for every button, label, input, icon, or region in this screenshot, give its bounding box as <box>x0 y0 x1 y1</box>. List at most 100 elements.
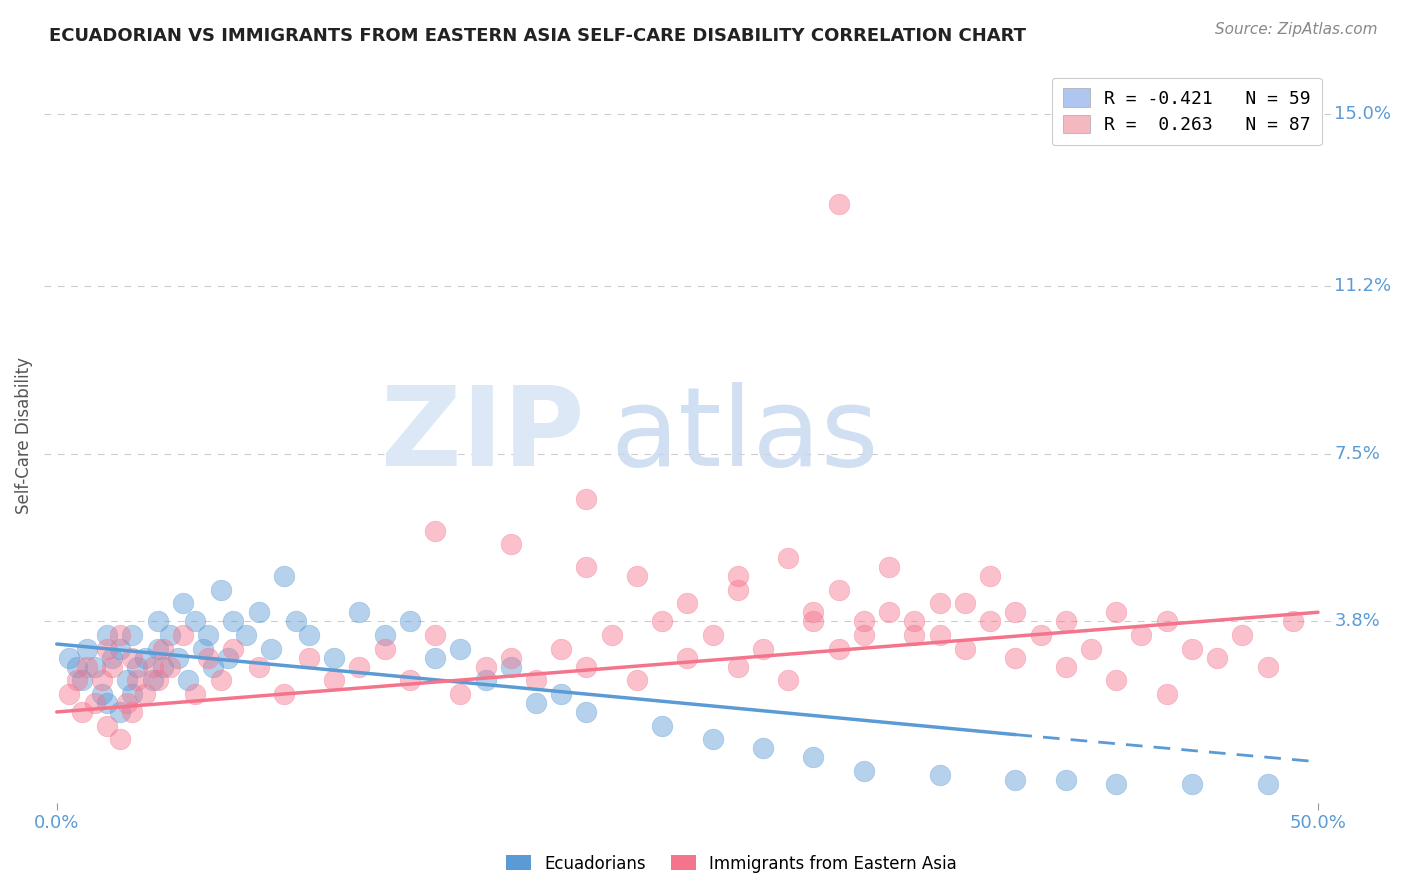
Point <box>197 650 219 665</box>
Point <box>96 718 118 732</box>
Point <box>58 650 80 665</box>
Point <box>803 615 825 629</box>
Point <box>209 582 232 597</box>
Point <box>752 641 775 656</box>
Point <box>172 628 194 642</box>
Point <box>96 641 118 656</box>
Point <box>273 569 295 583</box>
Point <box>191 641 214 656</box>
Point <box>285 615 308 629</box>
Point <box>91 687 114 701</box>
Point <box>803 605 825 619</box>
Point <box>96 628 118 642</box>
Point <box>91 673 114 688</box>
Point <box>349 605 371 619</box>
Point <box>449 641 471 656</box>
Point <box>1105 673 1128 688</box>
Point <box>499 659 522 673</box>
Point <box>76 641 98 656</box>
Point <box>1156 687 1178 701</box>
Point <box>108 705 131 719</box>
Point <box>928 628 950 642</box>
Point <box>374 641 396 656</box>
Y-axis label: Self-Care Disability: Self-Care Disability <box>15 357 32 514</box>
Point <box>499 537 522 551</box>
Point <box>222 641 245 656</box>
Point <box>96 696 118 710</box>
Point <box>575 705 598 719</box>
Point <box>852 615 875 629</box>
Point <box>152 641 174 656</box>
Point <box>828 641 851 656</box>
Point <box>323 650 346 665</box>
Text: 7.5%: 7.5% <box>1334 445 1381 463</box>
Point <box>209 673 232 688</box>
Point <box>83 696 105 710</box>
Legend: Ecuadorians, Immigrants from Eastern Asia: Ecuadorians, Immigrants from Eastern Asi… <box>499 848 963 880</box>
Point <box>134 687 156 701</box>
Point <box>58 687 80 701</box>
Point <box>374 628 396 642</box>
Point <box>626 673 648 688</box>
Legend: R = -0.421   N = 59, R =  0.263   N = 87: R = -0.421 N = 59, R = 0.263 N = 87 <box>1052 78 1322 145</box>
Point <box>146 673 169 688</box>
Point <box>803 750 825 764</box>
Point <box>524 673 547 688</box>
Point <box>1029 628 1052 642</box>
Point <box>298 650 321 665</box>
Point <box>903 628 925 642</box>
Point <box>727 582 749 597</box>
Point <box>449 687 471 701</box>
Point <box>247 659 270 673</box>
Text: Source: ZipAtlas.com: Source: ZipAtlas.com <box>1215 22 1378 37</box>
Text: 15.0%: 15.0% <box>1334 105 1392 123</box>
Point <box>778 673 800 688</box>
Point <box>953 641 976 656</box>
Point <box>676 596 699 610</box>
Point <box>70 673 93 688</box>
Point <box>166 650 188 665</box>
Point <box>399 673 422 688</box>
Point <box>121 628 143 642</box>
Point <box>953 596 976 610</box>
Point <box>83 659 105 673</box>
Point <box>575 491 598 506</box>
Point <box>298 628 321 642</box>
Point <box>979 569 1001 583</box>
Point <box>184 615 207 629</box>
Point <box>752 741 775 756</box>
Point <box>101 659 124 673</box>
Point <box>1257 777 1279 791</box>
Point <box>702 628 724 642</box>
Point <box>117 696 139 710</box>
Point <box>108 732 131 747</box>
Point <box>550 687 572 701</box>
Point <box>260 641 283 656</box>
Text: ZIP: ZIP <box>381 382 585 489</box>
Point <box>423 524 446 538</box>
Point <box>142 659 165 673</box>
Point <box>474 673 496 688</box>
Point <box>1181 641 1204 656</box>
Point <box>828 582 851 597</box>
Point <box>273 687 295 701</box>
Point <box>1105 777 1128 791</box>
Point <box>1181 777 1204 791</box>
Point <box>1130 628 1153 642</box>
Point <box>499 650 522 665</box>
Point <box>676 650 699 665</box>
Point <box>702 732 724 747</box>
Point <box>152 659 174 673</box>
Point <box>101 650 124 665</box>
Point <box>1281 615 1303 629</box>
Point <box>66 673 89 688</box>
Point <box>134 650 156 665</box>
Point <box>127 659 149 673</box>
Point <box>727 569 749 583</box>
Point <box>108 628 131 642</box>
Point <box>1257 659 1279 673</box>
Point <box>1054 772 1077 787</box>
Point <box>1232 628 1254 642</box>
Point <box>928 596 950 610</box>
Point <box>66 659 89 673</box>
